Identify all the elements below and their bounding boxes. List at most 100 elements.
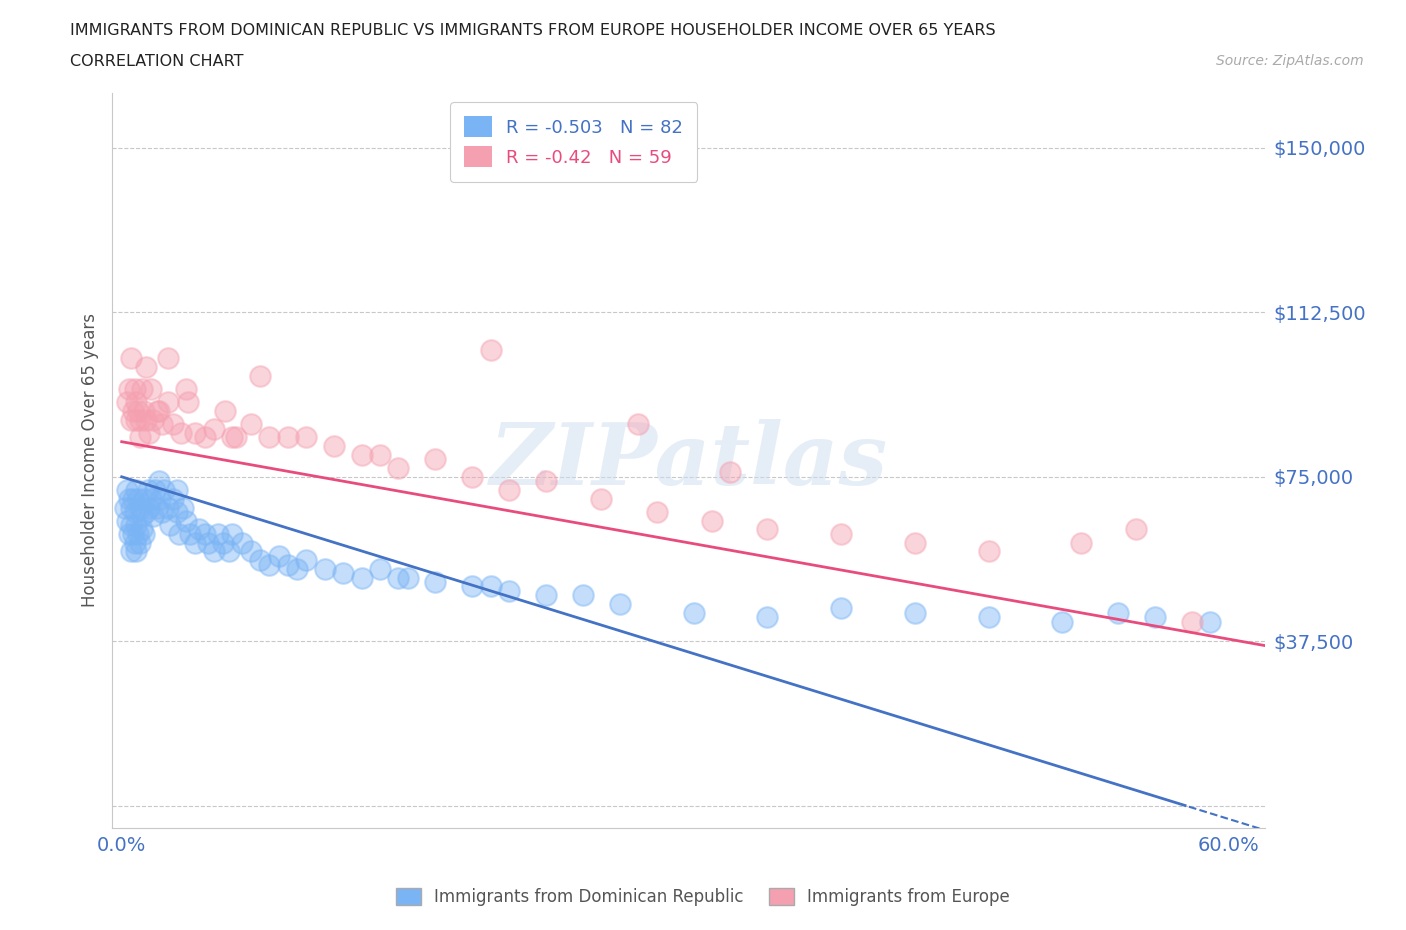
Point [125,518,148,533]
Point [756,522,779,537]
Point [129,500,152,515]
Point [150,417,173,432]
Point [977,610,1000,625]
Point [277,557,299,572]
Point [202,544,225,559]
Point [534,588,557,603]
Point [534,473,557,488]
Point [120,518,142,533]
Point [132,404,155,418]
Point [124,535,146,550]
Point [194,430,217,445]
Point [172,500,194,515]
Point [124,381,146,396]
Point [129,430,152,445]
Point [121,491,143,506]
Point [141,381,163,396]
Point [1181,614,1204,629]
Point [207,526,229,541]
Point [314,562,336,577]
Point [120,412,142,427]
Point [830,526,852,541]
Legend: R = -0.503   N = 82, R = -0.42   N = 59: R = -0.503 N = 82, R = -0.42 N = 59 [450,102,697,181]
Point [1107,605,1129,620]
Point [166,483,188,498]
Point [188,522,211,537]
Point [129,412,152,427]
Point [156,395,179,410]
Legend: Immigrants from Dominican Republic, Immigrants from Europe: Immigrants from Dominican Republic, Immi… [389,881,1017,912]
Point [700,513,723,528]
Point [125,483,148,498]
Point [221,430,243,445]
Point [267,549,290,564]
Point [609,596,631,611]
Point [162,417,184,432]
Point [167,526,190,541]
Point [120,544,142,559]
Point [124,504,146,519]
Point [295,552,318,567]
Point [1199,614,1222,629]
Point [368,447,391,462]
Point [239,544,262,559]
Point [115,395,138,410]
Point [645,504,668,519]
Point [138,500,160,515]
Point [142,509,165,524]
Point [136,483,159,498]
Point [115,483,138,498]
Point [156,351,179,365]
Point [197,535,219,550]
Point [239,417,262,432]
Point [145,404,167,418]
Point [148,404,170,418]
Text: CORRELATION CHART: CORRELATION CHART [70,54,243,69]
Point [425,452,447,467]
Point [461,579,484,594]
Point [591,491,613,506]
Point [249,552,271,567]
Point [720,465,742,480]
Point [332,565,354,580]
Point [1052,614,1074,629]
Point [259,557,281,572]
Point [218,544,240,559]
Point [277,430,299,445]
Point [170,426,193,441]
Point [214,404,236,418]
Point [184,535,207,550]
Point [118,381,141,396]
Point [1143,610,1166,625]
Point [159,518,181,533]
Point [904,605,927,620]
Point [387,570,409,585]
Point [145,500,167,515]
Point [174,513,197,528]
Point [138,426,160,441]
Point [114,500,136,515]
Point [162,491,184,506]
Point [142,412,165,427]
Point [120,500,142,515]
Point [1070,535,1092,550]
Point [350,570,373,585]
Point [125,412,148,427]
Point [141,491,163,506]
Point [131,509,153,524]
Point [225,430,247,445]
Point [184,426,207,441]
Point [166,504,188,519]
Point [127,404,149,418]
Point [153,483,176,498]
Point [479,342,502,357]
Point [202,421,225,436]
Point [977,544,1000,559]
Point [125,395,148,410]
Point [387,460,409,475]
Point [149,491,172,506]
Point [425,575,447,590]
Point [131,522,153,537]
Point [121,404,143,418]
Point [396,570,419,585]
